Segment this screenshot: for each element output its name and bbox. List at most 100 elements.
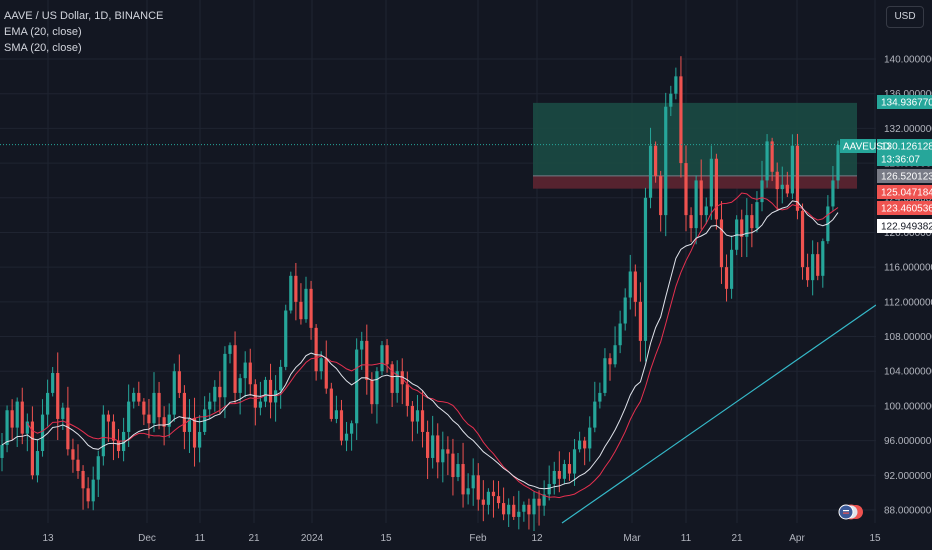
candle-body [694, 180, 698, 229]
candle-body [790, 145, 794, 194]
candle-body [258, 401, 262, 408]
candle-body [745, 215, 749, 237]
time-tick-label: 11 [681, 533, 692, 544]
candle-body [86, 488, 90, 502]
candle-body [243, 362, 247, 379]
currency-button[interactable]: USD [886, 6, 924, 28]
candle-body [831, 180, 835, 207]
candle-body [142, 401, 146, 415]
candle-body [664, 106, 668, 216]
candle-body [633, 271, 637, 302]
candle-body [370, 379, 374, 405]
candle-body [56, 372, 60, 419]
candle-body [304, 288, 308, 320]
candle-body [491, 491, 496, 497]
sma-legend[interactable]: SMA (20, close) [4, 42, 82, 54]
price-tick-label: 96.000000 [884, 436, 932, 447]
candle-body [360, 340, 364, 350]
candle-body [755, 202, 759, 229]
symbol-title[interactable]: AAVE / US Dollar, 1D, BINANCE [4, 10, 164, 22]
price-tag-value: 122.949382 [881, 222, 932, 233]
candle-body [350, 423, 354, 434]
candle-body [162, 417, 166, 427]
candle-body [770, 141, 774, 172]
candle-body [46, 392, 50, 415]
candle-body [40, 414, 45, 452]
candle-body [132, 392, 136, 402]
candle-body [152, 392, 156, 424]
candle-body [410, 405, 414, 422]
price-tag-stop [877, 185, 932, 199]
candle-body [603, 358, 607, 393]
candle-body [299, 301, 303, 320]
candle-body [775, 171, 779, 190]
candle-body [476, 475, 480, 500]
candle-body [385, 345, 389, 365]
candle-body [213, 386, 217, 402]
candle-body [760, 180, 764, 203]
candle-body [375, 371, 379, 405]
candle-body [30, 421, 34, 476]
candle-body [613, 345, 617, 365]
candle-body [800, 210, 805, 268]
candle-body [552, 470, 556, 484]
candle-body [91, 479, 95, 502]
candle-body [598, 392, 602, 402]
sma-line [26, 192, 839, 499]
candle-body [522, 504, 526, 512]
candle-body [233, 345, 237, 393]
candle-body [654, 145, 658, 177]
price-tag-value: 13:36:07 [881, 155, 920, 166]
events-flag-icon[interactable] [838, 504, 864, 520]
time-tick-label: 15 [380, 533, 392, 544]
candle-body [648, 145, 653, 198]
candle-body [10, 410, 14, 428]
price-tag-value: 134.936770 [881, 98, 932, 109]
candle-body [441, 449, 445, 463]
candles [0, 56, 840, 532]
candle-body [198, 431, 202, 448]
candle-body [390, 364, 394, 393]
candle-body [223, 353, 227, 398]
price-tag-gray [877, 169, 932, 183]
candle-body [628, 271, 632, 298]
candle-body [5, 410, 9, 445]
time-tick-label: 11 [195, 533, 206, 544]
candle-body [187, 418, 192, 432]
chart-legend: AAVE / US Dollar, 1D, BINANCE EMA (20, c… [4, 8, 163, 56]
candle-body [218, 386, 222, 398]
candle-body [25, 421, 29, 434]
candle-body [96, 456, 100, 480]
candle-body [674, 76, 678, 94]
candle-body [289, 275, 293, 311]
candle-body [294, 275, 298, 302]
candle-body [436, 435, 440, 463]
candle-body [71, 449, 75, 460]
candle-body [542, 494, 546, 506]
candle-body [395, 371, 399, 393]
candle-body [537, 498, 541, 506]
candle-body [426, 431, 430, 458]
price-tag-value: 126.520123 [881, 172, 932, 183]
price-axis-bg[interactable] [876, 0, 932, 550]
candle-body [35, 451, 40, 476]
candle-body [111, 421, 116, 441]
candle-body [780, 184, 784, 190]
candle-body [167, 414, 171, 427]
candle-body [137, 392, 141, 402]
price-tick-label: 136.000000 [884, 89, 932, 100]
candle-body [248, 362, 252, 385]
position-zones [533, 102, 857, 189]
candle-body [268, 379, 273, 403]
candle-body [279, 366, 283, 391]
ema-legend[interactable]: EMA (20, close) [4, 26, 82, 38]
candle-body [684, 163, 688, 216]
trendline[interactable] [561, 304, 877, 524]
candle-body [643, 197, 648, 341]
candle-body [339, 410, 344, 441]
candle-body [274, 390, 278, 403]
price-tag-last [877, 139, 932, 153]
candle-body [821, 241, 825, 276]
